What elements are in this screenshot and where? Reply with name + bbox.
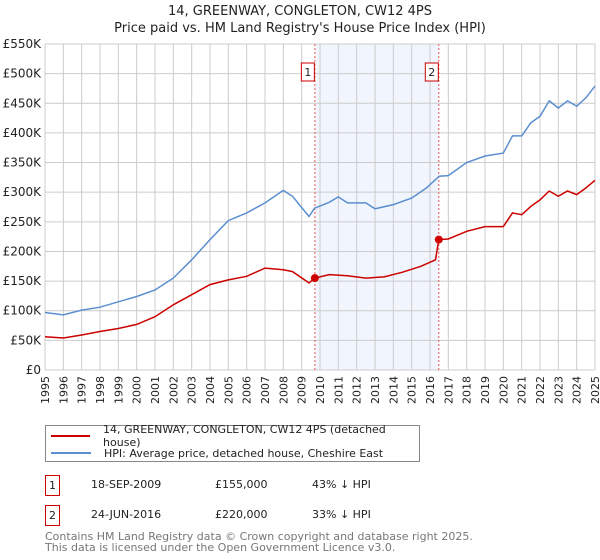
x-tick-label: 2000 xyxy=(131,376,144,404)
chart-subtitle: Price paid vs. HM Land Registry's House … xyxy=(114,21,486,36)
x-tick-label: 2014 xyxy=(387,376,400,404)
y-tick-label: £250K xyxy=(3,215,43,229)
x-tick-label: 2002 xyxy=(167,376,180,404)
x-tick-label: 2001 xyxy=(149,376,162,404)
legend-label: 14, GREENWAY, CONGLETON, CW12 4PS (detac… xyxy=(103,423,386,449)
price-chart: £0 £50K £100K £150K £200K £250K £300K £350K £400… xyxy=(3,37,600,404)
chart-title: 14, GREENWAY, CONGLETON, CW12 4PS xyxy=(168,4,432,19)
sale-point xyxy=(434,235,443,244)
x-tick-label: 2010 xyxy=(314,376,327,404)
x-tick-label: 1995 xyxy=(39,376,52,404)
y-tick-label: £0 xyxy=(26,363,41,377)
y-tick-label: £350K xyxy=(3,156,43,170)
annotation-box xyxy=(424,62,439,82)
y-tick-label: £450K xyxy=(3,96,43,110)
property-price-line xyxy=(44,179,596,339)
x-tick-label: 2021 xyxy=(516,376,529,404)
y-tick-label: £150K xyxy=(3,274,43,288)
legend-label: HPI: Average price, detached house, Ches… xyxy=(104,446,384,460)
y-tick-label: £300K xyxy=(3,185,43,199)
x-tick-label: 2009 xyxy=(296,376,309,404)
x-tick-label: 2023 xyxy=(552,376,565,404)
transaction-hpi-diff: 43% ↓ HPI xyxy=(312,478,371,491)
x-tick-label: 2004 xyxy=(204,376,217,404)
transaction-price: £220,000 xyxy=(215,508,268,521)
transaction-date: 24-JUN-2016 xyxy=(91,508,162,521)
x-tick-label: 2020 xyxy=(497,376,510,404)
x-tick-label: 2025 xyxy=(589,376,600,404)
x-tick-label: 2016 xyxy=(424,376,437,404)
legend-item-hpi: HPI: Average price, detached house, Ches… xyxy=(46,445,383,461)
x-tick-label: 2019 xyxy=(479,376,492,404)
hpi-line xyxy=(44,85,596,316)
y-tick-label: £400K xyxy=(3,126,43,140)
x-tick-label: 1997 xyxy=(76,376,89,404)
annotation-label: 1 xyxy=(304,66,311,79)
x-tick-label: 2018 xyxy=(461,376,474,404)
y-tick-label: £550K xyxy=(3,37,43,51)
transaction-hpi-diff: 33% ↓ HPI xyxy=(312,508,371,521)
transaction-price: £155,000 xyxy=(215,478,268,491)
x-tick-label: 1996 xyxy=(57,376,70,404)
x-tick-label: 2015 xyxy=(406,376,419,404)
x-tick-label: 2007 xyxy=(259,376,272,404)
sale-point xyxy=(310,274,319,283)
transaction-date: 18-SEP-2009 xyxy=(91,478,162,491)
y-tick-label: £50K xyxy=(10,333,42,347)
transaction-marker: 1 xyxy=(45,475,60,496)
x-tick-label: 2022 xyxy=(534,376,547,404)
y-tick-label: £100K xyxy=(3,304,43,318)
annotation-box xyxy=(300,62,315,82)
x-tick-label: 2008 xyxy=(277,376,290,404)
transaction-marker: 2 xyxy=(45,505,60,526)
footer-copyright: Contains HM Land Registry data © Crown c… xyxy=(45,530,473,543)
shaded-period xyxy=(314,44,439,370)
x-tick-label: 2011 xyxy=(332,376,345,404)
legend-item-property: 14, GREENWAY, CONGLETON, CW12 4PS (detac… xyxy=(46,423,419,449)
x-tick-label: 2005 xyxy=(222,376,235,404)
x-tick-label: 2024 xyxy=(571,376,584,404)
x-tick-label: 2017 xyxy=(442,376,455,404)
legend: 14, GREENWAY, CONGLETON, CW12 4PS (detac… xyxy=(45,423,420,462)
legend-swatch-blue xyxy=(51,452,91,454)
annotation-label: 2 xyxy=(428,66,435,79)
x-tick-label: 2006 xyxy=(241,376,254,404)
x-tick-label: 2013 xyxy=(369,376,382,404)
legend-swatch-red xyxy=(51,435,91,437)
footer-licence: This data is licensed under the Open Gov… xyxy=(45,541,396,554)
x-tick-label: 2003 xyxy=(186,376,199,404)
y-tick-label: £500K xyxy=(3,67,43,81)
y-tick-label: £200K xyxy=(3,244,43,258)
x-tick-label: 1998 xyxy=(94,376,107,404)
x-tick-label: 1999 xyxy=(112,376,125,404)
x-tick-label: 2012 xyxy=(351,376,364,404)
